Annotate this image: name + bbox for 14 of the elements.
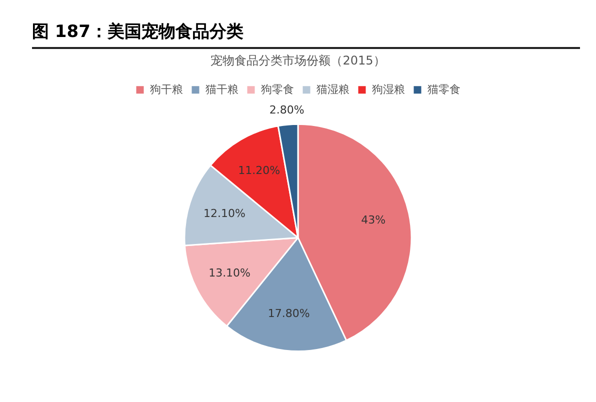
legend-label: 猫干粮 <box>206 82 238 96</box>
data-label: 43% <box>361 214 386 227</box>
data-label: 12.10% <box>204 206 246 220</box>
data-label: 17.80% <box>268 307 310 320</box>
chart-subtitle: 宠物食品分类市场份额（2015） <box>210 53 386 68</box>
legend-label: 狗干粮 <box>150 82 183 96</box>
legend-label: 猫湿粮 <box>316 82 350 96</box>
legend-label: 狗零食 <box>261 82 294 96</box>
data-label: 11.20% <box>238 164 280 177</box>
chart-title: 图 187：美国宠物食品分类 <box>32 20 580 49</box>
legend-label: 猫零食 <box>428 82 460 96</box>
data-label: 13.10% <box>208 266 251 280</box>
legend-label: 狗湿粮 <box>372 82 405 96</box>
data-label: 2.80% <box>269 104 304 117</box>
